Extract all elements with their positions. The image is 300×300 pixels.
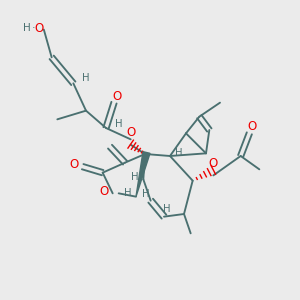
Text: H: H — [130, 172, 138, 182]
Text: O: O — [248, 120, 257, 133]
Text: H: H — [82, 73, 90, 83]
Text: O: O — [209, 157, 218, 170]
Text: H: H — [124, 188, 131, 198]
Text: H: H — [23, 23, 31, 33]
Text: H: H — [115, 119, 122, 129]
Text: O: O — [35, 22, 44, 35]
Text: O: O — [112, 90, 122, 103]
Text: O: O — [100, 185, 109, 198]
Text: O: O — [70, 158, 79, 171]
Text: H: H — [142, 189, 149, 199]
Text: ·: · — [32, 23, 36, 33]
Text: H: H — [163, 204, 170, 214]
Text: H: H — [175, 148, 183, 158]
Text: O: O — [126, 126, 135, 139]
Polygon shape — [136, 152, 150, 197]
